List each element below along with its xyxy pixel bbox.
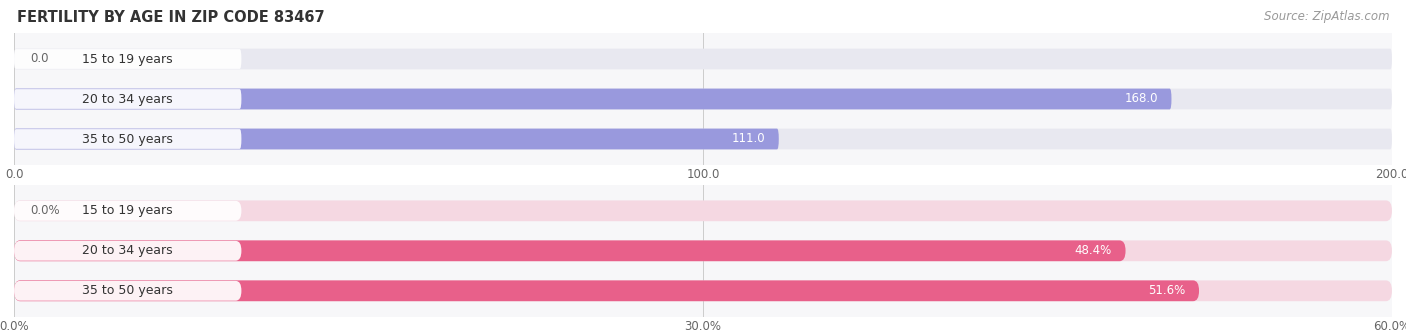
FancyBboxPatch shape xyxy=(14,200,1392,221)
Text: 0.0: 0.0 xyxy=(31,52,49,65)
FancyBboxPatch shape xyxy=(14,89,242,109)
FancyBboxPatch shape xyxy=(14,280,1199,301)
FancyBboxPatch shape xyxy=(14,201,242,221)
FancyBboxPatch shape xyxy=(14,129,242,149)
Text: FERTILITY BY AGE IN ZIP CODE 83467: FERTILITY BY AGE IN ZIP CODE 83467 xyxy=(17,10,325,25)
Text: 168.0: 168.0 xyxy=(1125,92,1157,106)
FancyBboxPatch shape xyxy=(14,88,1171,110)
Text: 35 to 50 years: 35 to 50 years xyxy=(83,284,173,297)
Text: 48.4%: 48.4% xyxy=(1074,244,1112,257)
Text: 20 to 34 years: 20 to 34 years xyxy=(83,92,173,106)
FancyBboxPatch shape xyxy=(14,129,779,149)
FancyBboxPatch shape xyxy=(14,49,1392,69)
Text: 51.6%: 51.6% xyxy=(1149,284,1185,297)
Text: Source: ZipAtlas.com: Source: ZipAtlas.com xyxy=(1264,10,1389,23)
FancyBboxPatch shape xyxy=(14,280,1392,301)
Text: 20 to 34 years: 20 to 34 years xyxy=(83,244,173,257)
FancyBboxPatch shape xyxy=(14,241,242,261)
FancyBboxPatch shape xyxy=(14,240,1126,261)
FancyBboxPatch shape xyxy=(14,88,1392,110)
Text: 35 to 50 years: 35 to 50 years xyxy=(83,133,173,146)
Text: 0.0%: 0.0% xyxy=(31,204,60,217)
Text: 15 to 19 years: 15 to 19 years xyxy=(83,204,173,217)
FancyBboxPatch shape xyxy=(14,240,1392,261)
FancyBboxPatch shape xyxy=(14,49,242,69)
Text: 111.0: 111.0 xyxy=(731,133,765,146)
FancyBboxPatch shape xyxy=(14,281,242,301)
FancyBboxPatch shape xyxy=(14,129,1392,149)
Text: 15 to 19 years: 15 to 19 years xyxy=(83,52,173,65)
